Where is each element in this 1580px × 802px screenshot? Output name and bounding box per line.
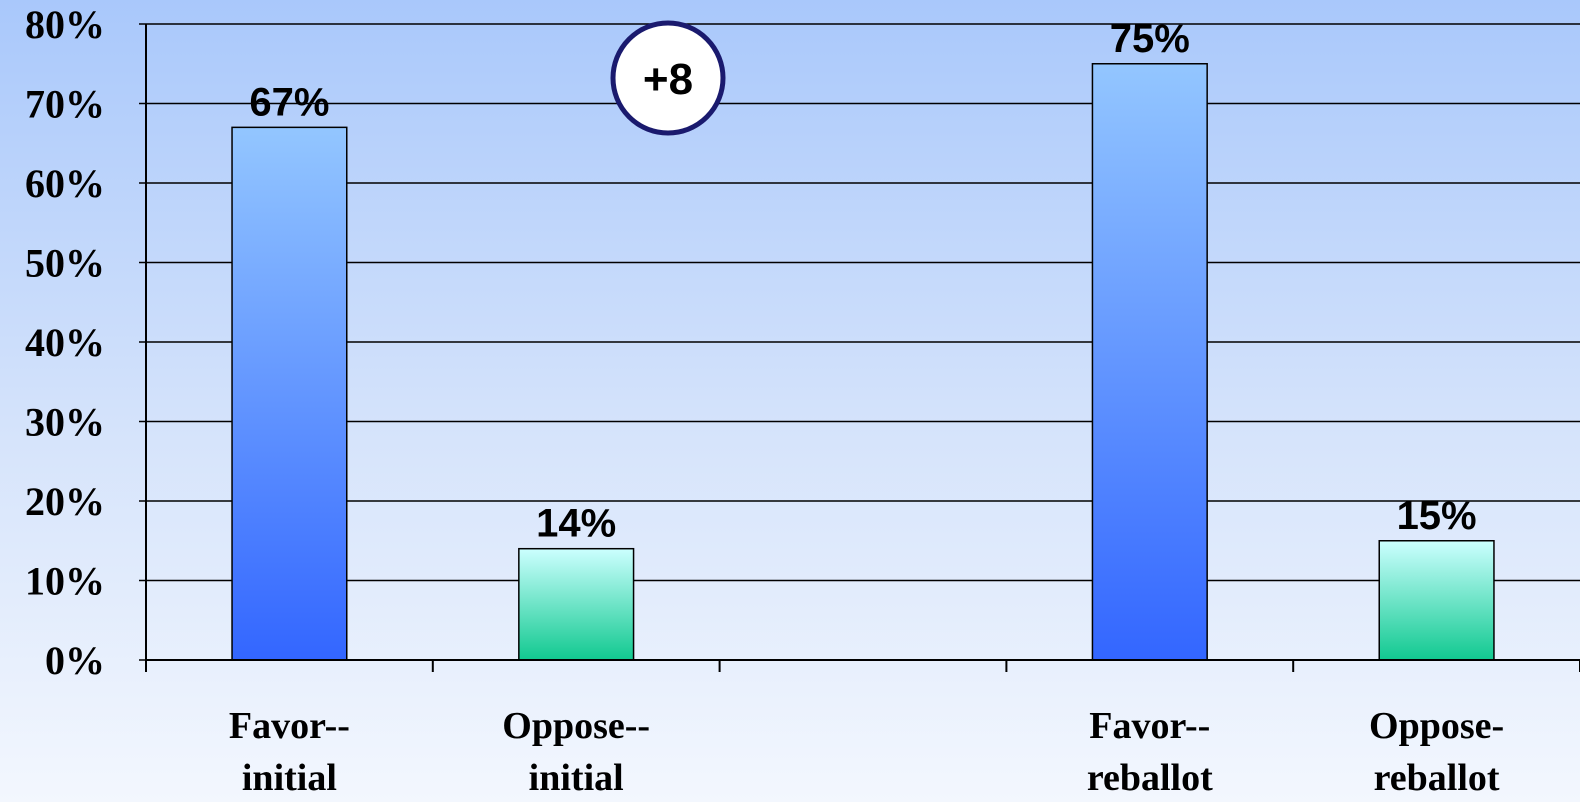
y-tick-label: 20% [25, 479, 105, 524]
y-tick-label: 40% [25, 320, 105, 365]
x-category-label: Favor-- [1089, 705, 1210, 747]
bar [1378, 540, 1495, 661]
bar [231, 126, 348, 661]
data-label: 75% [1110, 17, 1190, 61]
x-category-label: reballot [1374, 757, 1500, 799]
y-tick-label: 60% [25, 161, 105, 206]
difference-badge-label: +8 [643, 55, 693, 104]
bar [518, 547, 635, 661]
bar [1091, 63, 1208, 661]
y-axis-ticks: 0% 10% 20% 30% 40% 50% 60% 70% 80% [25, 2, 146, 683]
x-category-label: reballot [1087, 757, 1213, 799]
difference-badge: +8 [610, 20, 726, 136]
x-category-label: initial [529, 757, 624, 799]
axes [145, 24, 1580, 672]
difference-badge-circle [610, 20, 726, 136]
y-tick-label: 70% [25, 82, 105, 127]
x-category-label: Favor-- [229, 705, 350, 747]
gridlines [146, 23, 1580, 582]
x-category-label: initial [242, 757, 337, 799]
x-category-label: Oppose- [1369, 705, 1504, 747]
y-tick-label: 10% [25, 559, 105, 604]
y-tick-label: 30% [25, 400, 105, 445]
x-category-label: Oppose-- [502, 705, 650, 747]
y-tick-label: 80% [25, 2, 105, 47]
data-label: 15% [1397, 494, 1477, 538]
category-labels: Favor-- initial Oppose-- initial Favor-- reba… [229, 705, 1504, 799]
bars: 67% 14% 75% 15% [231, 17, 1495, 661]
data-label: 14% [536, 502, 616, 546]
data-label: 67% [249, 80, 329, 124]
y-tick-label: 50% [25, 241, 105, 286]
y-tick-label: 0% [45, 638, 105, 683]
